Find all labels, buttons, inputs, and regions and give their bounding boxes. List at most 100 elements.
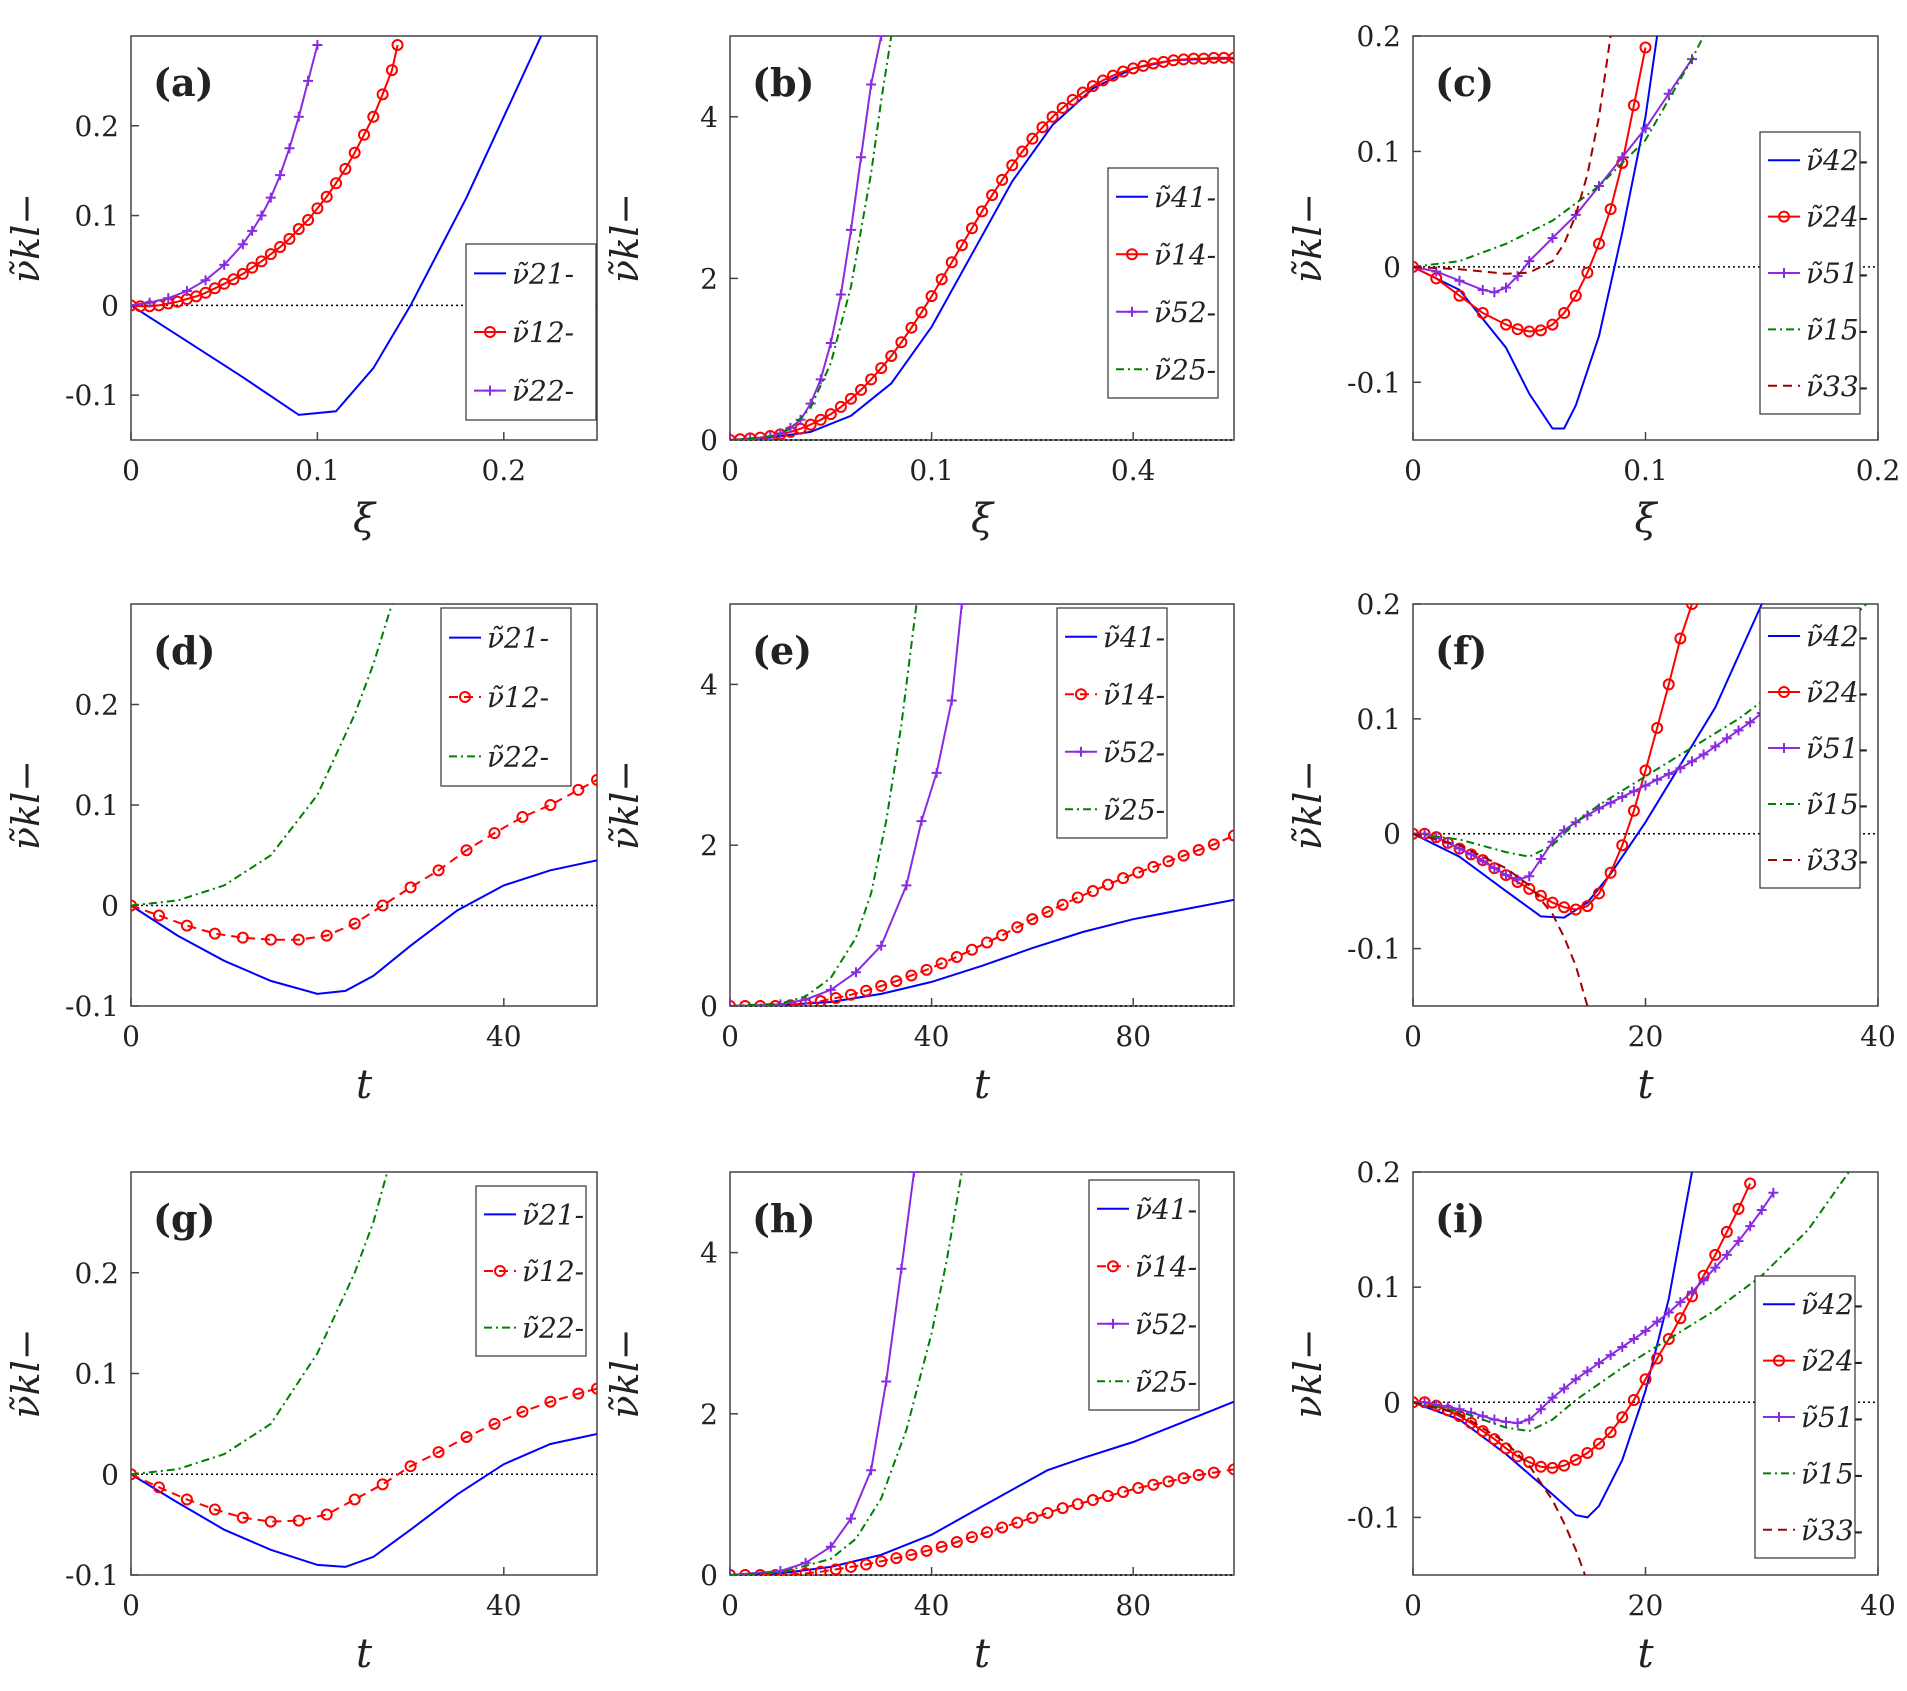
panel-f-x-axis-label: t xyxy=(1637,1062,1654,1108)
panel-i-legend-label-1: ν̃24- xyxy=(1801,1345,1863,1378)
panel-f: 0 20 40 -0.1 0 0.1 0.2 t ν̃kl− ν̃42- ν̃24- ν̃51- ν̃1… xyxy=(1286,588,1896,1108)
panel-f-series-2-point-15 xyxy=(1582,810,1593,821)
panel-f-label: (f) xyxy=(1435,628,1487,673)
panel-e-series-1-point-21 xyxy=(1041,905,1054,918)
panel-g-series-0-line xyxy=(131,1433,597,1568)
panel-h-ytick-label-0: 0 xyxy=(700,1559,718,1592)
panel-c-series-legend-2-point-0 xyxy=(1779,268,1789,278)
panel-f-series-1-point-20 xyxy=(1639,764,1652,777)
panel-c-legend: ν̃42- ν̃24- ν̃51- ν̃15- ν̃33- xyxy=(1759,131,1868,415)
panel-i-series-1-point-28 xyxy=(1732,1202,1745,1215)
panel-f-series-2-point-22 xyxy=(1663,768,1674,779)
panel-a-y-axis-label: ν̃kl− xyxy=(4,193,48,283)
panel-b-series-1-point-15 xyxy=(875,362,888,375)
panel-e-series-1-point-30 xyxy=(1177,849,1190,862)
panel-h-series-1-point-13 xyxy=(920,1544,933,1557)
panel-i-series-2-point-8 xyxy=(1501,1416,1511,1427)
panel-c-series-0-line xyxy=(1413,36,1659,430)
panel-f-series-1-point-16 xyxy=(1593,887,1605,900)
panel-b-series-1-point-22 xyxy=(945,256,958,269)
panel-g-xtick-label-1: 40 xyxy=(486,1589,522,1622)
panel-f-series-1-point-19 xyxy=(1627,804,1640,817)
panel-b-series-2-point-12 xyxy=(866,79,877,90)
panel-h-series-1-point-12 xyxy=(905,1548,918,1561)
panel-i-series-2-point-11 xyxy=(1535,1404,1546,1415)
panel-b-series-1-point-27 xyxy=(996,173,1009,186)
panel-b-series-2-point-5 xyxy=(795,414,806,425)
panel-a-series-2-point-5 xyxy=(219,259,230,270)
panel-a-ytick-label-3: 0.2 xyxy=(74,110,119,143)
panel-g-ytick-label-0: -0.1 xyxy=(65,1559,119,1592)
panel-e-xtick-label-1: 40 xyxy=(914,1020,950,1053)
panel-a-legend-label-1: ν̃12- xyxy=(512,316,574,349)
panel-c-xtick-label-1: 0.1 xyxy=(1623,454,1668,487)
panel-h-series-1-point-8 xyxy=(844,1560,857,1573)
panel-d-series-0-line xyxy=(131,859,597,995)
panel-f-series-2-point-8 xyxy=(1501,870,1511,881)
panel-h-series-1-point-32 xyxy=(1207,1466,1220,1479)
panel-e-series-1-point-29 xyxy=(1162,855,1175,868)
panel-g-series-1-point-14 xyxy=(516,1405,529,1418)
panel-g-series-1-point-15 xyxy=(544,1395,557,1408)
panel-i-series-2-point-20 xyxy=(1640,1325,1651,1336)
panel-i-series-1-point-14 xyxy=(1569,1453,1582,1466)
panel-d: 0 40-0.100.10.2tν̃kl−ν̃21-ν̃12-ν̃22-(d) xyxy=(4,603,598,1108)
panel-a-plot-area xyxy=(131,36,543,416)
panel-h-series-1-point-7 xyxy=(829,1563,842,1575)
panel-h-series-1-point-27 xyxy=(1132,1481,1145,1494)
panel-b-legend-label-2: ν̃52- xyxy=(1154,296,1216,329)
panel-b-series-1-point-11 xyxy=(834,400,847,413)
panel-e-plot-area xyxy=(730,604,1234,1006)
panel-i-series-1-point-27 xyxy=(1720,1225,1733,1238)
panel-b-series-3-line xyxy=(730,36,893,440)
panel-g-series-1-point-6 xyxy=(292,1514,305,1527)
panel-c-series-1-point-11 xyxy=(1581,266,1594,279)
panel-c-x-axis-label: ξ xyxy=(1634,496,1658,542)
panel-b-series-1-point-13 xyxy=(855,383,868,396)
panel-g-series-1-point-12 xyxy=(460,1430,473,1443)
panel-f-series-2-point-20 xyxy=(1640,780,1651,791)
panel-e-x-axis-label: t xyxy=(974,1062,991,1108)
panel-d-series-1-line xyxy=(131,779,597,941)
panel-d-plot-area xyxy=(131,604,597,995)
panel-f-series-legend-1-point-0 xyxy=(1778,686,1790,698)
panel-b-legend: ν̃41- ν̃14- ν̃52- ν̃25- xyxy=(1107,167,1219,399)
panel-c-legend-label-2: ν̃51- xyxy=(1806,257,1868,290)
panel-a-series-1-point-18 xyxy=(292,223,305,236)
panel-f-series-4-line xyxy=(1413,832,1589,1006)
panel-a-series-1-point-25 xyxy=(358,128,370,141)
panel-i-series-1-point-19 xyxy=(1627,1393,1640,1406)
panel-a-ytick-label-0: -0.1 xyxy=(65,379,119,412)
panel-i-series-1-point-26 xyxy=(1709,1248,1722,1261)
panel-a-series-1-point-15 xyxy=(264,248,277,261)
panel-a-xtick-label-1: 0.1 xyxy=(295,454,340,487)
panel-a-series-2-point-9 xyxy=(265,192,276,203)
panel-e-series-2-point-5 xyxy=(876,940,887,951)
panel-a-legend-label-0: ν̃21- xyxy=(512,257,574,290)
panel-b-legend-label-0: ν̃41- xyxy=(1154,181,1216,214)
panel-b-series-1-point-30 xyxy=(1026,132,1039,145)
panel-i-legend-label-2: ν̃51- xyxy=(1801,1401,1863,1434)
panel-h-legend-label-3: ν̃25- xyxy=(1135,1365,1197,1398)
panel-a-xtick-label-2: 0.2 xyxy=(482,454,527,487)
panel-i: 0 20 40 -0.1 0 0.1 0.2 t νkl− ν̃42- ν̃24- ν̃51- ν̃15… xyxy=(1286,1156,1896,1677)
panel-b-series-2-point-9 xyxy=(835,289,846,300)
panel-g-legend-label-2: ν̃22- xyxy=(522,1312,584,1345)
panel-a-series-1-point-10 xyxy=(218,277,231,290)
panel-f-series-1-point-21 xyxy=(1651,722,1664,735)
panel-c-series-2-point-3 xyxy=(1477,284,1488,295)
panel-e-legend-label-3: ν̃25- xyxy=(1103,793,1165,826)
panel-a-series-1-point-28 xyxy=(385,64,398,77)
panel-i-series-1-point-17 xyxy=(1604,1426,1617,1439)
panel-h: 0 40 80 0 2 4 t ν̃kl− ν̃41- ν̃14- ν̃52- ν̃25- (h) xyxy=(603,1171,1235,1677)
panel-i-series-4-line xyxy=(1413,1401,1586,1575)
panel-d-legend-label-0: ν̃21- xyxy=(487,622,549,655)
panel-h-series-legend-1-point-0 xyxy=(1107,1260,1119,1273)
panel-h-plot-area xyxy=(730,1172,1234,1575)
panel-i-series-2-point-22 xyxy=(1663,1307,1674,1318)
panel-c-series-2-point-12 xyxy=(1640,123,1651,134)
panel-d-legend-label-1: ν̃12- xyxy=(487,681,549,714)
panel-i-series-1-point-16 xyxy=(1593,1437,1605,1450)
panel-b-legend-box xyxy=(1107,167,1219,399)
panel-g-series-legend-1-point-0 xyxy=(494,1265,506,1277)
